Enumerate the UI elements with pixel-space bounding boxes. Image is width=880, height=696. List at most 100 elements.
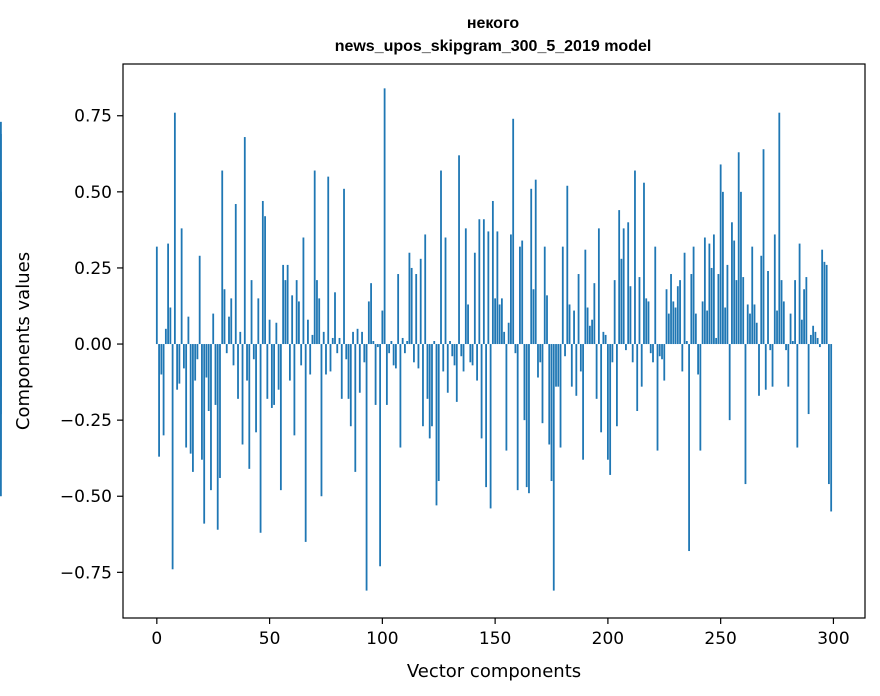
bar-279 (785, 344, 787, 351)
bar-233 (681, 344, 684, 372)
bar-252 (724, 307, 727, 345)
bar-45 (257, 298, 260, 345)
bar-95 (370, 283, 372, 345)
bar-220 (652, 344, 654, 363)
bar-48 (264, 216, 266, 345)
bar-172 (543, 246, 546, 345)
bar-211 (631, 344, 634, 363)
bar-98 (376, 344, 379, 348)
bar-42 (250, 280, 253, 345)
bar-187 (577, 274, 580, 345)
chart-title-line2: news_upos_skipgram_300_5_2019 model (335, 38, 652, 55)
bar-99 (379, 344, 381, 567)
x-tick-label-50: 50 (259, 629, 281, 649)
bar-147 (487, 231, 490, 345)
bar-44 (255, 344, 257, 433)
bar-278 (782, 301, 785, 345)
y-tick-label-1: −0.50 (60, 487, 112, 507)
bar-289 (807, 344, 810, 415)
bar-157 (510, 234, 512, 345)
bar-195 (595, 344, 598, 399)
bar-236 (688, 344, 690, 552)
bar-101 (383, 88, 386, 345)
bar-226 (665, 289, 668, 345)
bar-203 (613, 280, 616, 345)
bar-217 (645, 298, 648, 345)
bar-111 (406, 341, 409, 345)
bar-248 (715, 337, 718, 345)
bar-139 (469, 344, 472, 363)
bar-293 (816, 337, 819, 345)
bar-0 (155, 246, 158, 345)
bar-40 (246, 344, 248, 381)
bar-84 (345, 344, 348, 360)
bar-224 (661, 344, 663, 360)
x-axis-label: Vector components (407, 661, 581, 682)
bar-68 (309, 344, 312, 375)
bar-110 (404, 344, 406, 354)
bar-131 (451, 344, 454, 357)
bar-66 (304, 344, 307, 542)
bar-21 (203, 344, 206, 524)
x-tick-label-0: 0 (151, 629, 162, 649)
bar-184 (570, 344, 573, 387)
bar-268 (760, 255, 763, 345)
bar-219 (649, 344, 652, 354)
bar-80 (336, 344, 339, 354)
bar-62 (295, 280, 298, 345)
bar-153 (500, 298, 503, 345)
bar-168 (534, 179, 537, 345)
bar-296 (823, 261, 826, 345)
bar-266 (755, 322, 758, 345)
bar-151 (496, 231, 499, 345)
bar-199 (604, 334, 607, 345)
bar-163 (523, 344, 526, 421)
bar-133 (455, 344, 458, 402)
bar-232 (679, 280, 681, 345)
bar-196 (597, 228, 600, 345)
y-tick-label-4: 0.25 (74, 259, 112, 279)
bar-1 (158, 344, 160, 457)
bar-26 (214, 344, 217, 405)
bar-59 (288, 344, 291, 381)
bar-39 (243, 137, 246, 345)
bar-200 (606, 344, 609, 460)
bar-undefined (0, 344, 2, 381)
bar-122 (431, 344, 433, 427)
bar-57 (284, 280, 287, 345)
bar-96 (372, 341, 375, 345)
bar-218 (647, 301, 650, 345)
bar-115 (415, 274, 418, 345)
bar-243 (703, 237, 706, 345)
bar-271 (767, 270, 769, 345)
bar-284 (796, 344, 799, 448)
bar-70 (313, 170, 316, 345)
bar-154 (503, 331, 506, 345)
x-tick-label-300: 300 (817, 629, 849, 649)
bar-undefined (0, 344, 2, 357)
bar-215 (640, 344, 643, 387)
bar-272 (769, 344, 772, 351)
bar-144 (480, 344, 483, 439)
bar-54 (277, 344, 280, 390)
bar-251 (722, 191, 724, 345)
bar-235 (685, 341, 688, 345)
bars-group (0, 88, 833, 591)
bar-297 (825, 264, 828, 345)
bar-170 (539, 344, 542, 363)
bar-149 (491, 200, 494, 345)
bar-183 (568, 304, 571, 345)
y-tick-label-0: −0.75 (60, 563, 112, 583)
bar-260 (742, 277, 745, 345)
bar-92 (363, 344, 366, 363)
y-axis: −0.75 −0.50 −0.25 0.00 0.25 0.50 0.75 (60, 107, 123, 583)
bar-216 (643, 182, 645, 345)
bar-35 (234, 204, 237, 345)
bar-254 (728, 344, 731, 421)
bar-118 (422, 344, 424, 427)
bar-51 (270, 344, 273, 408)
bar-277 (780, 280, 783, 345)
bar-127 (442, 344, 445, 372)
bar-229 (672, 301, 675, 345)
bar-58 (286, 264, 289, 345)
